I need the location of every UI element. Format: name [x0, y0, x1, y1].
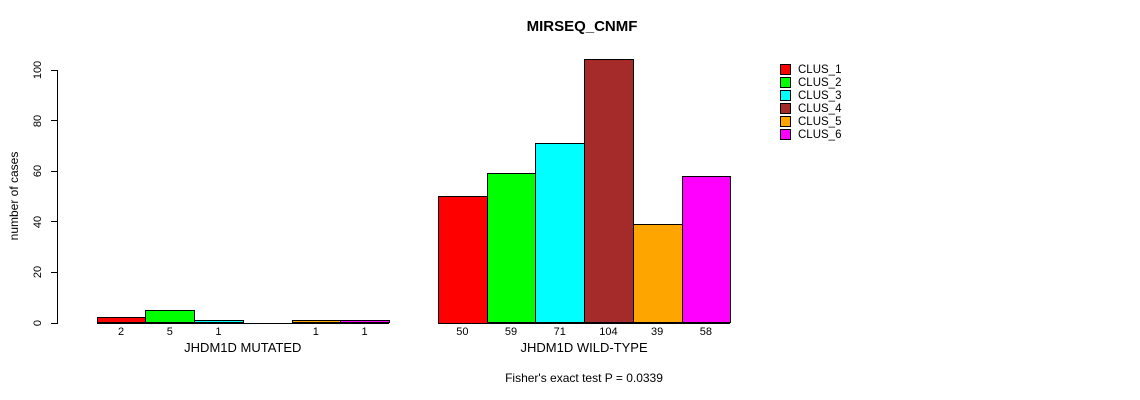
legend-row: CLUS_2 [780, 76, 841, 89]
bar-clus_3 [194, 319, 244, 324]
bar-clus_6 [682, 175, 731, 324]
bar-clus_1 [97, 317, 146, 324]
y-tick-mark [51, 120, 58, 122]
legend-swatch-clus_4 [780, 103, 791, 114]
y-tick-label: 20 [32, 266, 44, 279]
bar-value-label: 58 [699, 326, 712, 338]
bar-clus_6 [340, 319, 390, 324]
x-group-label: JHDM1D WILD-TYPE [520, 340, 648, 355]
y-tick-mark [51, 271, 58, 273]
bar-value-label: 1 [361, 326, 368, 338]
bar-clus_1 [438, 196, 488, 324]
bar-value-label: 71 [553, 326, 566, 338]
y-axis-line [57, 69, 58, 324]
bar-clus_3 [535, 142, 585, 324]
bar-value-label: 1 [215, 326, 222, 338]
legend-label: CLUS_5 [798, 115, 842, 128]
y-tick-label: 100 [32, 60, 44, 80]
y-tick-mark [51, 322, 58, 324]
bar-value-label: 39 [651, 326, 664, 338]
bar-value-label: 1 [312, 326, 319, 338]
legend-swatch-clus_5 [780, 116, 791, 127]
legend-row: CLUS_6 [780, 128, 841, 141]
bar-value-label: 50 [456, 326, 469, 338]
y-tick-mark [51, 69, 58, 71]
legend-swatch-clus_1 [780, 64, 791, 75]
y-tick-mark [51, 170, 58, 172]
y-axis-label: number of cases [7, 151, 21, 241]
bar-value-label: 104 [599, 326, 618, 338]
bar-value-label: 2 [117, 326, 125, 338]
y-tick-label: 40 [32, 215, 44, 228]
legend-row: CLUS_3 [780, 89, 841, 102]
fisher-test-annotation: Fisher's exact test P = 0.0339 [505, 371, 663, 385]
y-tick-label: 80 [32, 114, 44, 127]
legend-label: CLUS_6 [798, 128, 842, 141]
bar-clus_5 [292, 319, 341, 324]
bar-value-label: 5 [166, 326, 173, 338]
legend-swatch-clus_6 [780, 129, 791, 140]
bar-value-label: 59 [504, 326, 518, 338]
legend-swatch-clus_3 [780, 90, 791, 101]
x-group-label: JHDM1D MUTATED [184, 340, 302, 355]
bar-clus_5 [633, 223, 683, 324]
legend-label: CLUS_4 [798, 102, 842, 115]
legend-swatch-clus_2 [780, 77, 791, 88]
bar-clus_2 [145, 309, 195, 324]
y-tick-mark [51, 221, 58, 223]
legend: CLUS_1 CLUS_2 CLUS_3 CLUS_4 CLUS_5 CLUS_6 [780, 63, 841, 141]
legend-row: CLUS_4 [780, 102, 841, 115]
y-tick-label: 0 [32, 319, 44, 327]
legend-row: CLUS_1 [780, 63, 841, 76]
y-tick-label: 60 [32, 165, 44, 178]
bar-clus_4 [584, 59, 634, 324]
legend-label: CLUS_1 [798, 63, 842, 76]
legend-row: CLUS_5 [780, 115, 841, 128]
chart-title: MIRSEQ_CNMF [526, 18, 638, 35]
legend-label: CLUS_3 [798, 89, 842, 102]
bar-clus_2 [487, 173, 536, 324]
legend-label: CLUS_2 [798, 76, 842, 89]
